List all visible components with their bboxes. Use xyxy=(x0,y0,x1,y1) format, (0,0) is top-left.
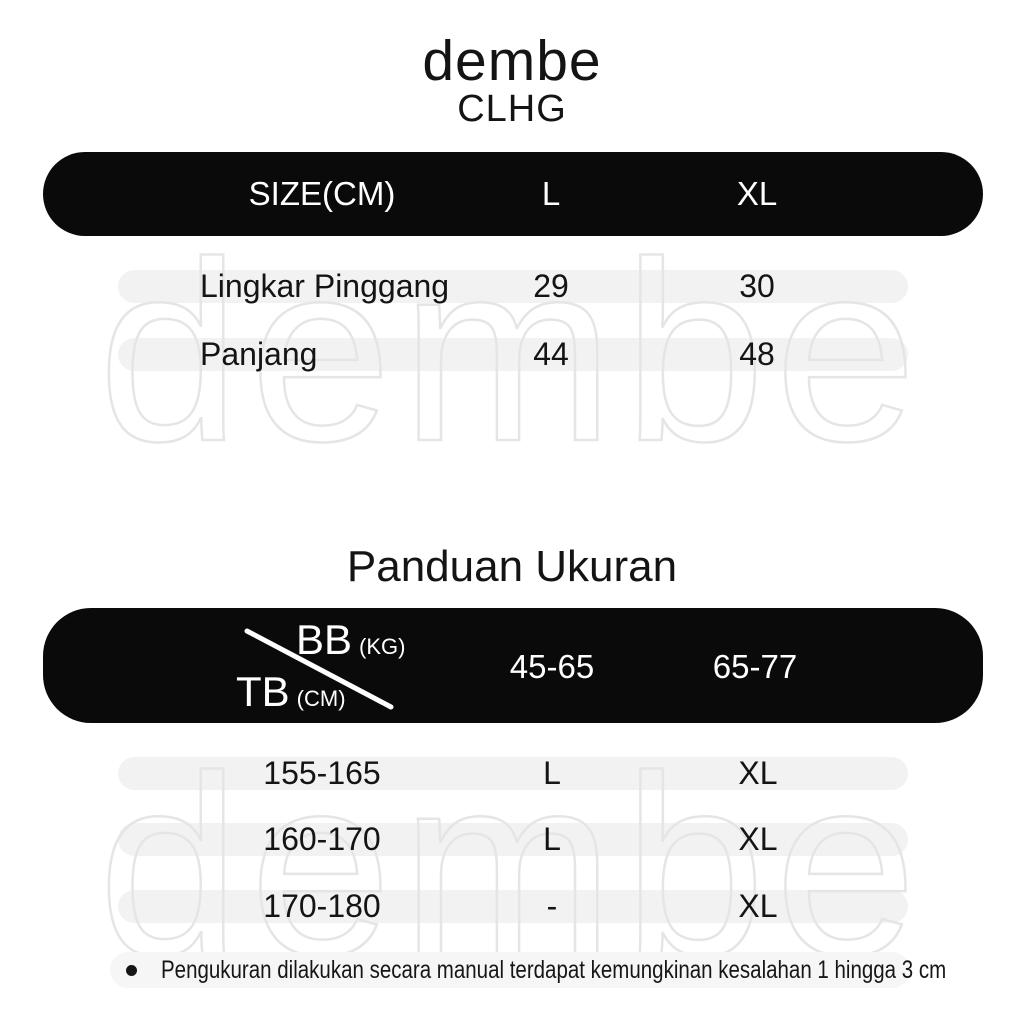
size-table-header-xl: XL xyxy=(736,175,778,212)
axis-col-unit: (KG) xyxy=(359,634,406,659)
bullet-icon xyxy=(126,964,137,976)
guide-row-value-2: XL xyxy=(738,821,778,857)
guide-heading: Panduan Ukuran xyxy=(346,542,678,591)
axis-row-label: TB xyxy=(236,668,290,715)
size-table-row-value-l: 29 xyxy=(533,268,569,304)
measurement-note: Pengukuran dilakukan secara manual terda… xyxy=(110,952,946,988)
size-table-row-band xyxy=(118,270,908,303)
size-table-row-value-xl: 30 xyxy=(739,268,775,304)
guide-row-label: 170-180 xyxy=(263,888,381,924)
axis-col-label-group: BB (KG) xyxy=(296,616,405,664)
size-table-row-label: Panjang xyxy=(200,336,318,372)
brand-subtitle: CLHG xyxy=(457,88,567,130)
size-table-header-size-cm: SIZE(CM) xyxy=(248,175,396,212)
size-table-row-value-l: 44 xyxy=(533,336,569,372)
axis-row-label-group: TB (CM) xyxy=(236,668,346,716)
guide-row-value-2: XL xyxy=(738,888,778,924)
guide-column-65-77: 65-77 xyxy=(712,648,798,685)
guide-row-label: 160-170 xyxy=(263,821,381,857)
guide-table-row-band xyxy=(118,890,908,923)
size-table-header-l: L xyxy=(541,175,561,212)
size-table-header-bar: SIZE(CM) L XL xyxy=(43,152,983,236)
axis-col-label: BB xyxy=(296,616,353,663)
guide-row-value-1: L xyxy=(543,755,561,791)
guide-row-value-1: - xyxy=(546,888,558,924)
guide-table-row-band xyxy=(118,823,908,856)
brand-title: dembe xyxy=(422,29,602,93)
axis-row-unit: (CM) xyxy=(296,686,346,711)
size-table-row-value-xl: 48 xyxy=(739,336,775,372)
measurement-note-text: Pengukuran dilakukan secara manual terda… xyxy=(161,956,947,984)
size-table-row-label: Lingkar Pinggang xyxy=(200,268,450,304)
guide-column-45-65: 45-65 xyxy=(509,648,595,685)
guide-table-row-band xyxy=(118,757,908,790)
guide-row-value-2: XL xyxy=(738,755,778,791)
size-table-row-band xyxy=(118,338,908,371)
guide-row-value-1: L xyxy=(543,821,561,857)
diagonal-divider-line xyxy=(244,628,394,710)
guide-row-label: 155-165 xyxy=(263,755,381,791)
guide-table-header-bar: BB (KG) TB (CM) 45-65 65-77 xyxy=(43,608,983,723)
